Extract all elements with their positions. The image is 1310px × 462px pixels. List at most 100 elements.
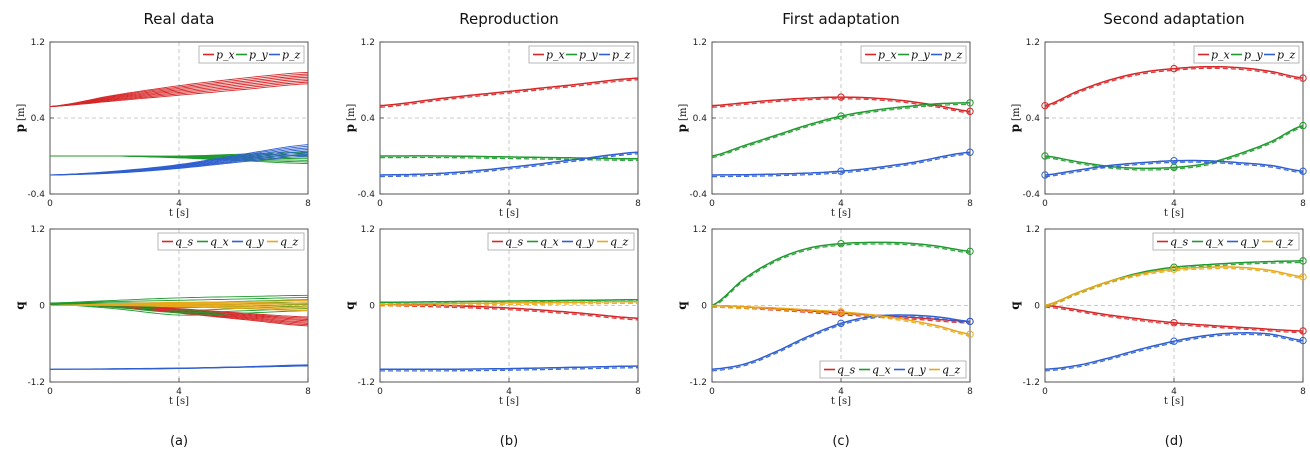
reference-line-yellow <box>380 302 638 307</box>
legend-box <box>819 360 967 379</box>
reference-line-blue <box>1044 161 1304 178</box>
reference-line-blue <box>1044 333 1304 372</box>
y-tick-label: -0.4 <box>27 190 45 200</box>
legend-label: q_x <box>872 364 892 377</box>
series-line-yellow <box>1044 266 1304 307</box>
via-point-marker <box>837 308 845 316</box>
trajectory-green-0 <box>49 303 309 316</box>
y-axis-symbol: q <box>1008 301 1022 310</box>
x-tick-label: 0 <box>47 199 53 209</box>
x-tick-label: 0 <box>1042 199 1048 209</box>
y-tick-label: 0 <box>369 302 375 312</box>
trajectory-red-5 <box>49 75 309 108</box>
via-point-marker <box>837 93 845 101</box>
x-tick-label: 4 <box>1171 199 1177 209</box>
reference-line-blue <box>380 367 638 372</box>
y-tick-label: 0.4 <box>31 114 46 124</box>
x-tick-label: 8 <box>635 199 641 209</box>
y-tick-label: -0.4 <box>1022 190 1040 200</box>
x-tick-label: 0 <box>377 387 383 397</box>
series-line-green <box>380 155 638 160</box>
via-point-marker <box>1299 336 1307 345</box>
y-tick-label: 1.2 <box>361 38 375 48</box>
via-point-marker <box>837 112 845 120</box>
legend-label: q_z <box>942 364 961 377</box>
via-point-marker <box>1299 74 1307 82</box>
trajectory-red-2 <box>49 80 309 108</box>
series-line-yellow <box>711 304 971 335</box>
legend: p_x p_y p_z <box>198 45 305 64</box>
legend-box <box>1152 232 1300 251</box>
y-axis-symbol: q <box>13 301 27 310</box>
via-point-marker <box>966 330 974 338</box>
legend-label: p_x <box>878 49 898 62</box>
via-point-marker <box>1170 337 1178 345</box>
legend: p_x p_y p_z <box>528 45 635 64</box>
legend-label: q_z <box>610 236 629 249</box>
reference-line-blue <box>712 153 971 178</box>
x-tick-label: 8 <box>305 387 311 397</box>
legend-box <box>487 232 635 251</box>
via-point-marker <box>837 319 845 328</box>
series-line-green <box>380 299 638 304</box>
x-tick-label: 0 <box>377 199 383 209</box>
trajectory-red-3 <box>49 78 309 108</box>
y-axis-label: q <box>13 301 27 310</box>
series-line-yellow <box>380 300 638 305</box>
via-point-marker <box>966 99 974 107</box>
reference-line-yellow <box>711 306 971 337</box>
trajectory-red-4 <box>49 76 309 108</box>
legend-label: q_x <box>540 236 560 249</box>
panel-caption: (a) <box>170 434 188 449</box>
trajectory-green-6 <box>49 297 309 304</box>
via-point-marker <box>1170 263 1178 271</box>
legend-box <box>157 232 305 251</box>
y-axis-label: p [m] <box>13 104 27 133</box>
x-tick-label: 8 <box>967 199 973 209</box>
y-tick-label: 1.2 <box>1026 38 1040 48</box>
legend: q_s q_x q_y q_z <box>819 360 967 379</box>
series-line-blue <box>1044 332 1304 371</box>
y-axis-symbol: p <box>1008 124 1022 132</box>
y-axis-unit: [m] <box>346 104 357 121</box>
x-tick-label: 4 <box>506 199 512 209</box>
chart-panel: 0 4 8-1.201.2t [s]qq_s q_x q_y q_z <box>13 225 311 407</box>
via-point-marker <box>1170 319 1178 327</box>
trajectory-yellow-7 <box>49 299 309 306</box>
trajectory-red-1 <box>49 81 309 108</box>
x-tick-label: 4 <box>176 199 182 209</box>
y-tick-label: 0 <box>701 302 707 312</box>
series-line-green <box>711 102 971 157</box>
legend: p_x p_y p_z <box>860 45 967 64</box>
y-tick-label: 1.2 <box>693 38 707 48</box>
y-tick-label: 0.4 <box>1026 114 1041 124</box>
reference-line-green <box>1044 126 1304 171</box>
x-tick-label: 4 <box>838 199 844 209</box>
via-point-marker <box>966 247 974 256</box>
legend-label: p_y <box>911 49 931 62</box>
x-tick-label: 4 <box>176 387 182 397</box>
y-axis-label: q <box>675 301 689 310</box>
column-title: Second adaptation <box>1103 10 1244 28</box>
y-axis-label: q <box>1008 301 1022 310</box>
x-tick-label: 8 <box>305 199 311 209</box>
x-axis-label: t [s] <box>499 208 519 219</box>
via-point-marker <box>1299 257 1307 265</box>
y-tick-label: 0.4 <box>693 114 708 124</box>
legend: q_s q_x q_y q_z <box>487 232 635 251</box>
series-line-red <box>1044 304 1304 332</box>
y-tick-label: -0.4 <box>689 190 707 200</box>
chart-panel: 0 4 8 -0.4 0.4 1.2 t [s] p [m] p_x p_y p_z <box>1008 38 1307 219</box>
x-axis-label: t [s] <box>831 208 851 219</box>
legend-label: p_z <box>944 49 963 62</box>
legend: q_s q_x q_y q_z <box>157 232 305 251</box>
x-tick-label: 0 <box>1042 387 1048 397</box>
trajectory-red-0 <box>49 83 309 108</box>
via-point-marker <box>966 148 974 156</box>
y-tick-label: 0 <box>39 302 45 312</box>
legend-label: q_z <box>1275 236 1294 249</box>
legend-label: q_s <box>837 364 856 377</box>
series-line-red <box>1044 65 1304 107</box>
y-tick-label: -0.4 <box>357 190 375 200</box>
y-axis-unit: [m] <box>1011 104 1022 121</box>
